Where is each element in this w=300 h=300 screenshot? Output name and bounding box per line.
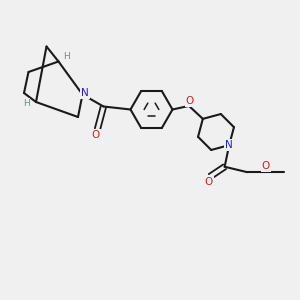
Text: O: O: [185, 96, 194, 106]
Text: N: N: [81, 88, 89, 98]
Text: N: N: [225, 140, 233, 150]
Text: O: O: [205, 177, 213, 187]
Text: H: H: [64, 52, 70, 61]
Text: H: H: [23, 99, 30, 108]
Text: O: O: [262, 161, 270, 171]
Text: O: O: [92, 130, 100, 140]
